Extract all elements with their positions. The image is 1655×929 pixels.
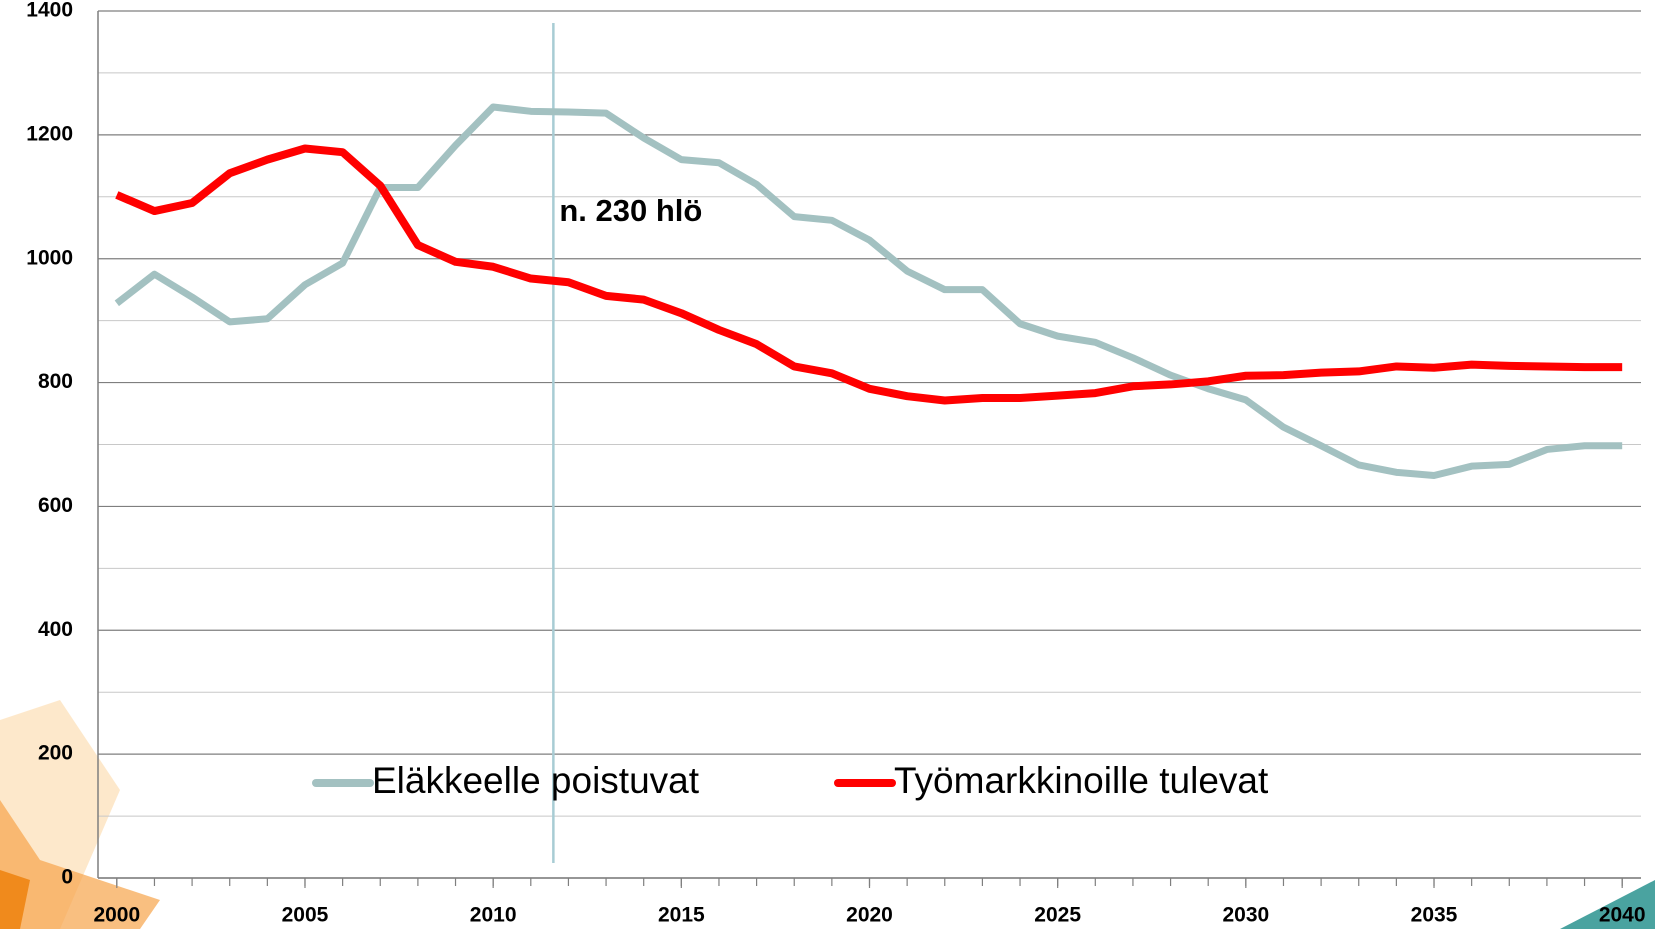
y-tick-label: 1400 bbox=[26, 0, 73, 22]
line-series bbox=[117, 107, 1622, 475]
y-tick-label: 1200 bbox=[26, 122, 73, 145]
legend-label: Työmarkkinoille tulevat bbox=[894, 760, 1269, 801]
legend-label: Eläkkeelle poistuvat bbox=[372, 760, 700, 801]
chart: 0 200 400 600 800 1000 1200 1400 2000 2005 2010 201… bbox=[0, 0, 1655, 929]
x-tick-label: 2000 bbox=[93, 904, 140, 927]
x-tick-label: 2025 bbox=[1034, 904, 1081, 927]
y-tick-label: 600 bbox=[38, 494, 73, 517]
x-tick-label: 2005 bbox=[282, 904, 329, 927]
y-tick-label: 400 bbox=[38, 618, 73, 641]
x-tick-label: 2010 bbox=[470, 904, 517, 927]
x-tick-label: 2030 bbox=[1222, 904, 1269, 927]
x-tick-label: 2040 bbox=[1599, 904, 1646, 927]
x-tick-label: 2035 bbox=[1411, 904, 1458, 927]
x-tick-label: 2015 bbox=[658, 904, 705, 927]
y-tick-label: 1000 bbox=[26, 246, 73, 269]
y-tick-label: 0 bbox=[61, 866, 73, 889]
annotation: n. 230 hlö bbox=[559, 193, 702, 228]
x-tick-label: 2020 bbox=[846, 904, 893, 927]
y-tick-label: 800 bbox=[38, 370, 73, 393]
y-tick-label: 200 bbox=[38, 742, 73, 765]
line-series bbox=[117, 148, 1622, 400]
